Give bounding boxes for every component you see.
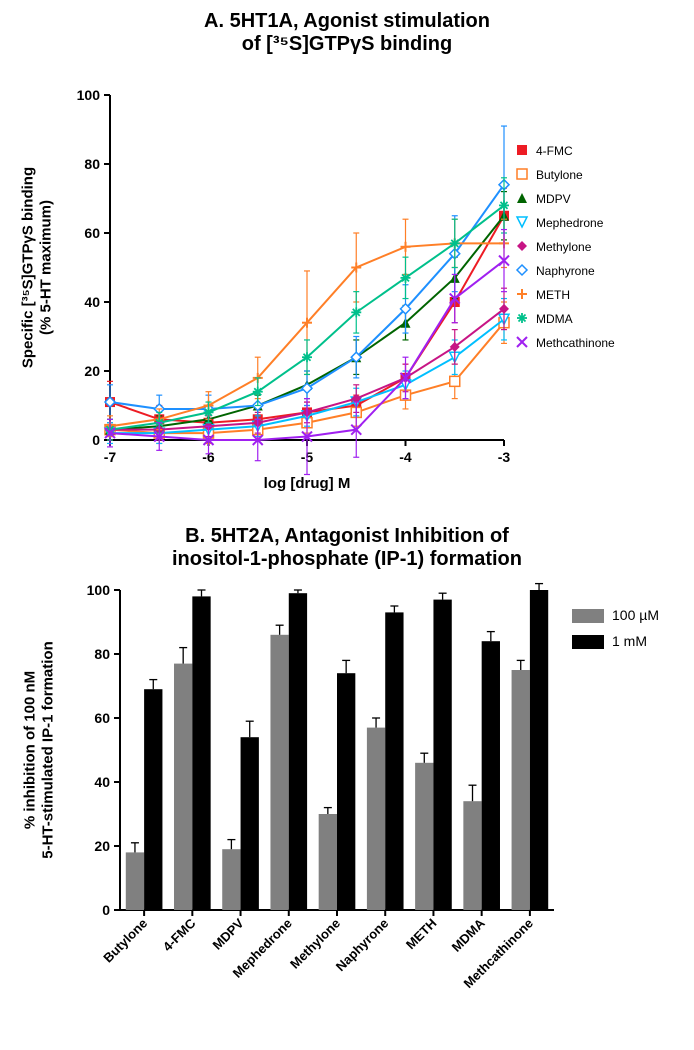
bar [319, 814, 337, 910]
bar [270, 635, 288, 910]
bar [433, 600, 451, 910]
panel-a-legend: 4-FMC Butylone MDPV Mephedrone Methylone Naph… [517, 144, 615, 350]
svg-text:-4: -4 [399, 449, 412, 465]
svg-text:80: 80 [94, 646, 110, 662]
svg-text:20: 20 [84, 363, 100, 379]
svg-text:METH: METH [403, 916, 440, 953]
bar [192, 596, 210, 910]
bar [385, 612, 403, 910]
svg-text:Naphyrone: Naphyrone [333, 916, 392, 975]
svg-text:Specific [³⁵S]GTPγS binding(%: Specific [³⁵S]GTPγS binding(% 5-HT maxim… [20, 167, 55, 368]
svg-text:1 mM: 1 mM [612, 633, 647, 649]
bar [463, 801, 481, 910]
svg-text:40: 40 [84, 294, 100, 310]
bar [144, 689, 162, 910]
svg-text:MDPV: MDPV [536, 192, 571, 206]
svg-text:0: 0 [92, 432, 100, 448]
panel-a-title: A. 5HT1A, Agonist stimulation of [³⁵S]GT… [0, 10, 694, 56]
bar [241, 737, 259, 910]
svg-text:Methcathinone: Methcathinone [536, 336, 615, 350]
svg-text:Naphyrone: Naphyrone [536, 264, 595, 278]
panel-b-title: B. 5HT2A, Antagonist Inhibition of inosi… [0, 525, 694, 571]
svg-text:80: 80 [84, 156, 100, 172]
bar [415, 763, 433, 910]
panel-b-legend: 100 µM 1 mM [572, 607, 659, 649]
svg-text:MDPV: MDPV [210, 915, 247, 952]
bar [222, 849, 240, 910]
bar [126, 852, 144, 910]
svg-text:100: 100 [87, 582, 111, 598]
bar [530, 590, 548, 910]
panel-a-title-line1: A. 5HT1A, Agonist stimulation [0, 10, 694, 33]
svg-text:-3: -3 [498, 449, 511, 465]
panel-b-title-line1: B. 5HT2A, Antagonist Inhibition of [0, 525, 694, 548]
panel-a-chart: 020406080100-7-6-5-4-3log [drug] MSpecif… [0, 70, 694, 510]
svg-text:4-FMC: 4-FMC [536, 144, 573, 158]
svg-text:Methylone: Methylone [536, 240, 592, 254]
bar [337, 673, 355, 910]
svg-text:Mephedrone: Mephedrone [536, 216, 604, 230]
bar [482, 641, 500, 910]
svg-text:60: 60 [94, 710, 110, 726]
panel-b-title-line2: inositol-1-phosphate (IP-1) formation [0, 548, 694, 571]
bar [289, 593, 307, 910]
svg-text:100 µM: 100 µM [612, 607, 659, 623]
bar [367, 728, 385, 910]
svg-text:40: 40 [94, 774, 110, 790]
svg-text:% inhibition of 100 nM5-HT-sti: % inhibition of 100 nM5-HT-stimulated IP… [22, 641, 57, 859]
svg-text:0: 0 [102, 902, 110, 918]
svg-text:4-FMC: 4-FMC [160, 915, 199, 954]
panel-b-chart: 0 20 40 60 80 100 % inhibition of 100 nM5-HT-s… [0, 580, 694, 1040]
panel-a-title-line2: of [³⁵S]GTPγS binding [0, 33, 694, 56]
svg-text:60: 60 [84, 225, 100, 241]
svg-text:100: 100 [77, 87, 101, 103]
svg-text:METH: METH [536, 288, 570, 302]
svg-text:Butylone: Butylone [100, 916, 150, 966]
svg-text:log [drug] M: log [drug] M [264, 475, 351, 492]
bar [512, 670, 530, 910]
svg-text:Butylone: Butylone [536, 168, 583, 182]
svg-text:MDMA: MDMA [536, 312, 573, 326]
svg-text:-7: -7 [104, 449, 117, 465]
svg-text:20: 20 [94, 838, 110, 854]
svg-text:MDMA: MDMA [449, 915, 489, 955]
bar [174, 664, 192, 910]
